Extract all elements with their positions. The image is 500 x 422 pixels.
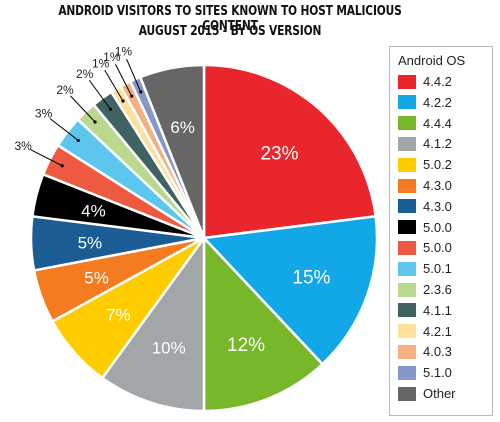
legend-swatch-12 [398, 303, 416, 318]
leader-line-13 [104, 69, 124, 102]
legend-item-13: 4.2.1 [398, 323, 452, 340]
slice-value-label-10: 3% [35, 107, 53, 121]
slice-value-label-6: 5% [84, 269, 109, 288]
legend-label-13: 4.2.1 [423, 323, 452, 339]
legend-swatch-9 [398, 240, 416, 255]
slice-value-label-3: 12% [227, 335, 265, 356]
legend-item-16: Other [398, 385, 456, 402]
legend-item-7: 4.3.0 [398, 198, 452, 215]
legend-label-9: 5.0.0 [423, 240, 452, 256]
legend-swatch-13 [398, 324, 416, 339]
slice-value-label-1: 23% [260, 143, 298, 164]
legend-item-5: 5.0.2 [398, 156, 452, 173]
leader-dot-15 [139, 90, 143, 94]
legend-item-9: 5.0.0 [398, 239, 452, 256]
slice-value-label-7: 5% [78, 234, 103, 253]
leader-line-9 [30, 149, 63, 167]
legend-item-12: 4.1.1 [398, 302, 452, 319]
legend-label-16: Other [423, 386, 456, 401]
legend-swatch-11 [398, 282, 416, 297]
legend-label-10: 5.0.1 [423, 261, 452, 277]
legend-swatch-10 [398, 261, 416, 276]
leader-dot-14 [130, 94, 134, 98]
slice-value-label-2: 15% [292, 268, 330, 289]
legend-label-1: 4.4.2 [423, 74, 452, 89]
legend-swatch-16 [398, 386, 416, 401]
legend-item-14: 4.0.3 [398, 343, 452, 360]
legend-item-1: 4.4.2 [398, 73, 452, 90]
slice-value-label-8: 4% [81, 202, 106, 221]
legend-swatch-6 [398, 178, 416, 193]
leader-line-10 [49, 118, 79, 141]
legend-swatch-7 [398, 199, 416, 214]
legend-swatch-2 [398, 95, 416, 110]
pie-slices [29, 63, 379, 413]
pie-slice-1 [202, 63, 378, 240]
pie-slice-16 [138, 63, 206, 239]
pie-slice-3 [202, 234, 325, 413]
slice-value-label-12: 2% [76, 67, 94, 81]
slice-value-label-11: 2% [56, 83, 74, 97]
slice-value-label-14: 1% [103, 50, 121, 64]
legend-swatch-4 [398, 136, 416, 151]
legend-label-8: 5.0.0 [423, 219, 452, 235]
legend-label-6: 4.3.0 [423, 178, 452, 193]
legend-label-14: 4.0.3 [423, 344, 452, 360]
legend-label-11: 2.3.6 [423, 282, 452, 297]
legend-label-12: 4.1.1 [423, 302, 452, 318]
legend-swatch-15 [398, 365, 416, 380]
slice-value-label-13: 1% [92, 56, 110, 70]
legend-label-5: 5.0.2 [423, 157, 452, 173]
legend: Android OS 4.4.2 4.2.2 4.4.4 4.1.2 5.0.2 4.3.… [389, 46, 493, 416]
leader-line-15 [126, 58, 142, 93]
legend-label-4: 4.1.2 [423, 136, 452, 152]
legend-label-15: 5.1.0 [423, 365, 452, 381]
leader-dot-13 [121, 99, 125, 103]
legend-item-3: 4.4.4 [398, 115, 452, 132]
legend-item-8: 5.0.0 [398, 219, 452, 236]
legend-item-6: 4.3.0 [398, 177, 452, 194]
leader-dot-11 [93, 120, 97, 124]
chart-subtitle: AUGUST 2015 - BY OS VERSION [138, 24, 322, 39]
legend-swatch-14 [398, 344, 416, 359]
leader-dot-9 [60, 164, 64, 168]
legend-item-11: 2.3.6 [398, 281, 452, 298]
legend-item-15: 5.1.0 [398, 364, 452, 381]
slice-value-label-16: 6% [170, 118, 195, 137]
pie-chart: 23%15%12%10%7%5%5%4%3%3%2%2%1%1%1%6% [14, 45, 379, 413]
legend-label-2: 4.2.2 [423, 94, 452, 110]
slice-value-label-15: 1% [115, 45, 133, 59]
slice-value-label-5: 7% [106, 306, 131, 325]
pie-leader-lines [30, 58, 143, 168]
pie-slice-2 [201, 214, 379, 366]
legend-swatch-1 [398, 74, 416, 89]
slice-value-label-9: 3% [14, 139, 32, 153]
legend-item-4: 4.1.2 [398, 135, 452, 152]
leader-line-12 [88, 79, 111, 110]
slice-value-label-4: 10% [152, 339, 186, 358]
legend-swatch-3 [398, 116, 416, 131]
legend-item-2: 4.2.2 [398, 94, 452, 111]
chart-title: ANDROID VISITORS TO SITES KNOWN TO HOST … [58, 4, 402, 34]
legend-label-7: 4.3.0 [423, 198, 452, 214]
legend-title: Android OS [398, 53, 466, 68]
pie-slice-4 [100, 234, 206, 413]
leader-line-14 [115, 64, 133, 97]
leader-dot-12 [108, 107, 113, 111]
leader-dot-10 [76, 138, 80, 143]
pie-labels: 23%15%12%10%7%5%5%4%3%3%2%2%1%1%1%6% [14, 45, 330, 358]
legend-label-3: 4.4.4 [423, 115, 452, 131]
legend-swatch-5 [398, 157, 416, 172]
legend-swatch-8 [398, 220, 416, 235]
leader-line-11 [70, 95, 96, 123]
legend-item-10: 5.0.1 [398, 260, 452, 277]
